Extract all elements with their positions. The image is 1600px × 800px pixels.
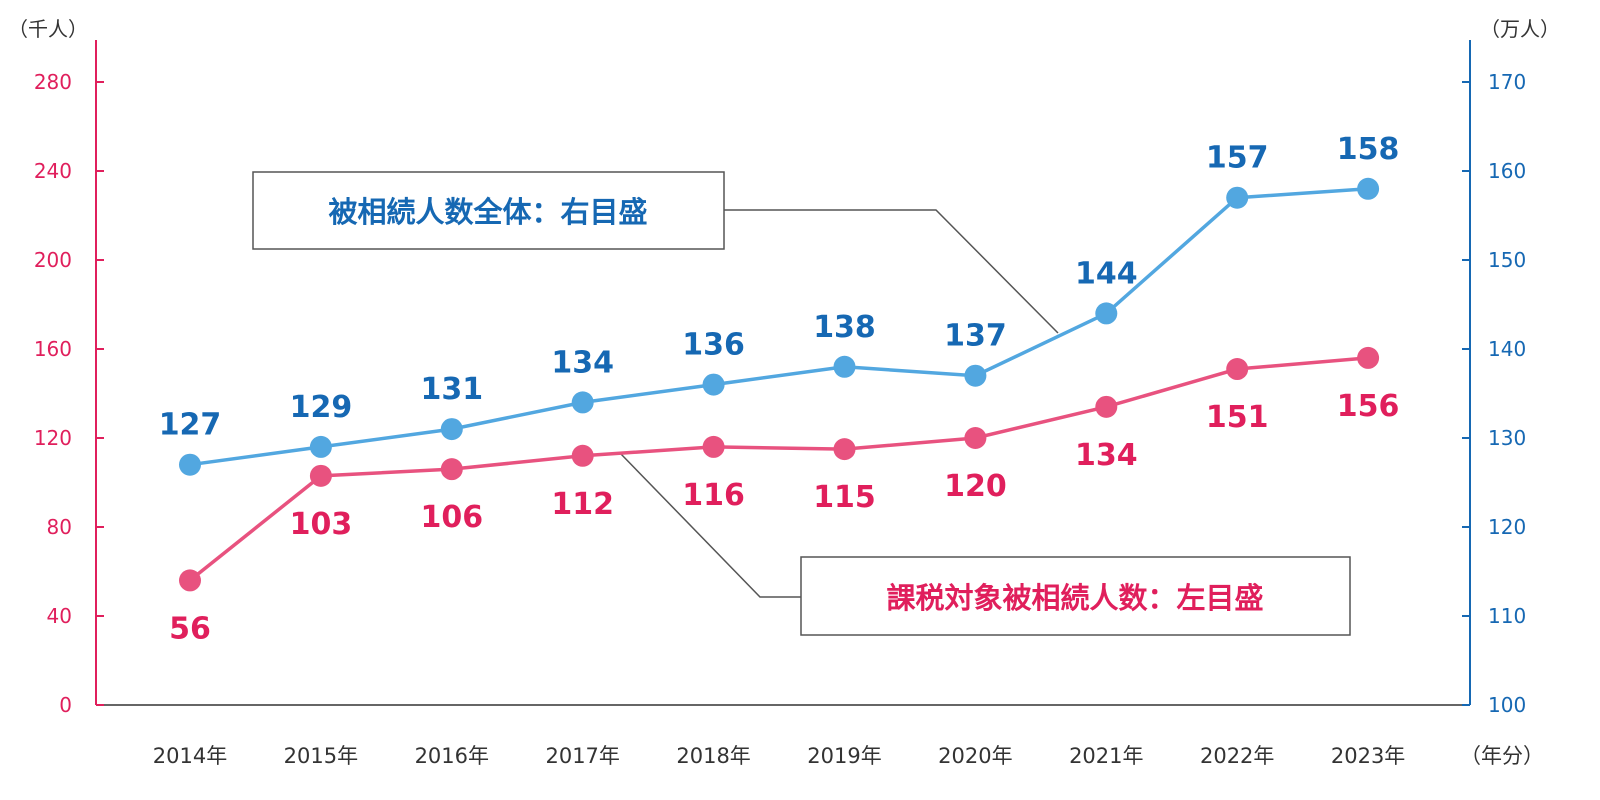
x-tick-label: 2018年 (676, 744, 750, 768)
right-tick-label: 170 (1488, 70, 1526, 94)
data-label: 151 (1206, 400, 1269, 435)
data-point (571, 444, 594, 467)
right-tick-label: 130 (1488, 426, 1526, 450)
left-axis-unit: （千人） (8, 17, 88, 41)
data-label: 129 (290, 390, 353, 425)
data-point (1357, 177, 1380, 200)
data-point (309, 435, 332, 458)
legend-leader-line-taxed (619, 452, 801, 598)
x-tick-label: 2023年 (1331, 744, 1405, 768)
data-label: 112 (551, 487, 614, 522)
right-tick-label: 140 (1488, 337, 1526, 361)
right-tick-label: 110 (1488, 604, 1526, 628)
data-label: 156 (1337, 389, 1400, 424)
right-tick-label: 150 (1488, 248, 1526, 272)
data-label: 131 (420, 372, 483, 407)
data-point (179, 569, 201, 592)
series-line-taxed (188, 356, 1369, 582)
data-point (440, 458, 463, 481)
x-tick-label: 2021年 (1069, 744, 1143, 768)
data-label: 127 (159, 408, 222, 443)
data-point (571, 391, 594, 414)
x-tick-label: 2020年 (938, 744, 1012, 768)
legend-leader-line-total (724, 209, 1059, 334)
x-tick-label: 2014年 (153, 744, 227, 768)
data-point (702, 373, 725, 396)
data-label: 56 (169, 611, 211, 646)
data-point (702, 435, 725, 458)
data-label: 138 (813, 310, 876, 345)
x-tick-label: 2016年 (415, 744, 489, 768)
series-line-total (189, 187, 1369, 467)
x-axis-unit: （年分） (1460, 744, 1544, 768)
right-axis-unit: （万人） (1480, 17, 1560, 41)
left-tick-label: 160 (34, 337, 72, 361)
left-tick-label: 80 (47, 515, 72, 539)
data-point (833, 355, 856, 378)
data-label: 116 (682, 478, 745, 513)
data-point (833, 438, 856, 461)
data-point (1357, 346, 1380, 369)
data-label: 134 (551, 345, 614, 380)
data-label: 115 (813, 480, 876, 515)
x-tick-label: 2015年 (284, 744, 358, 768)
left-tick-label: 240 (34, 159, 72, 183)
svg-text:被相続人数全体：右目盛: 被相続人数全体：右目盛 (328, 195, 647, 229)
data-label: 136 (682, 328, 745, 363)
left-tick-label: 40 (47, 604, 72, 628)
legend-taxed: 課税対象被相続人数：左目盛 (800, 556, 1351, 636)
right-tick-label: 100 (1488, 693, 1526, 717)
data-label: 106 (420, 500, 483, 535)
data-label: 103 (290, 507, 353, 542)
data-label: 120 (944, 469, 1007, 504)
legend-total: 被相続人数全体：右目盛 (252, 171, 725, 250)
data-label: 137 (944, 319, 1007, 354)
data-point (1095, 302, 1118, 325)
data-point (1226, 358, 1249, 381)
data-point (1095, 395, 1118, 418)
data-point (309, 464, 332, 487)
data-label: 157 (1206, 141, 1269, 176)
data-label: 158 (1337, 132, 1400, 167)
data-point (1226, 186, 1249, 209)
data-point (179, 453, 201, 476)
right-tick-label: 120 (1488, 515, 1526, 539)
data-label: 134 (1075, 438, 1138, 473)
data-point (440, 418, 463, 441)
left-tick-label: 0 (59, 693, 72, 717)
data-point (964, 364, 987, 387)
x-tick-label: 2017年 (545, 744, 619, 768)
data-point (964, 427, 987, 449)
right-tick-label: 160 (1488, 159, 1526, 183)
data-label: 144 (1075, 256, 1138, 291)
svg-text:課税対象被相続人数：左目盛: 課税対象被相続人数：左目盛 (886, 581, 1263, 615)
x-tick-label: 2019年 (807, 744, 881, 768)
x-tick-label: 2022年 (1200, 744, 1274, 768)
left-tick-label: 120 (34, 426, 72, 450)
left-tick-label: 280 (34, 70, 72, 94)
left-tick-label: 200 (34, 248, 72, 272)
